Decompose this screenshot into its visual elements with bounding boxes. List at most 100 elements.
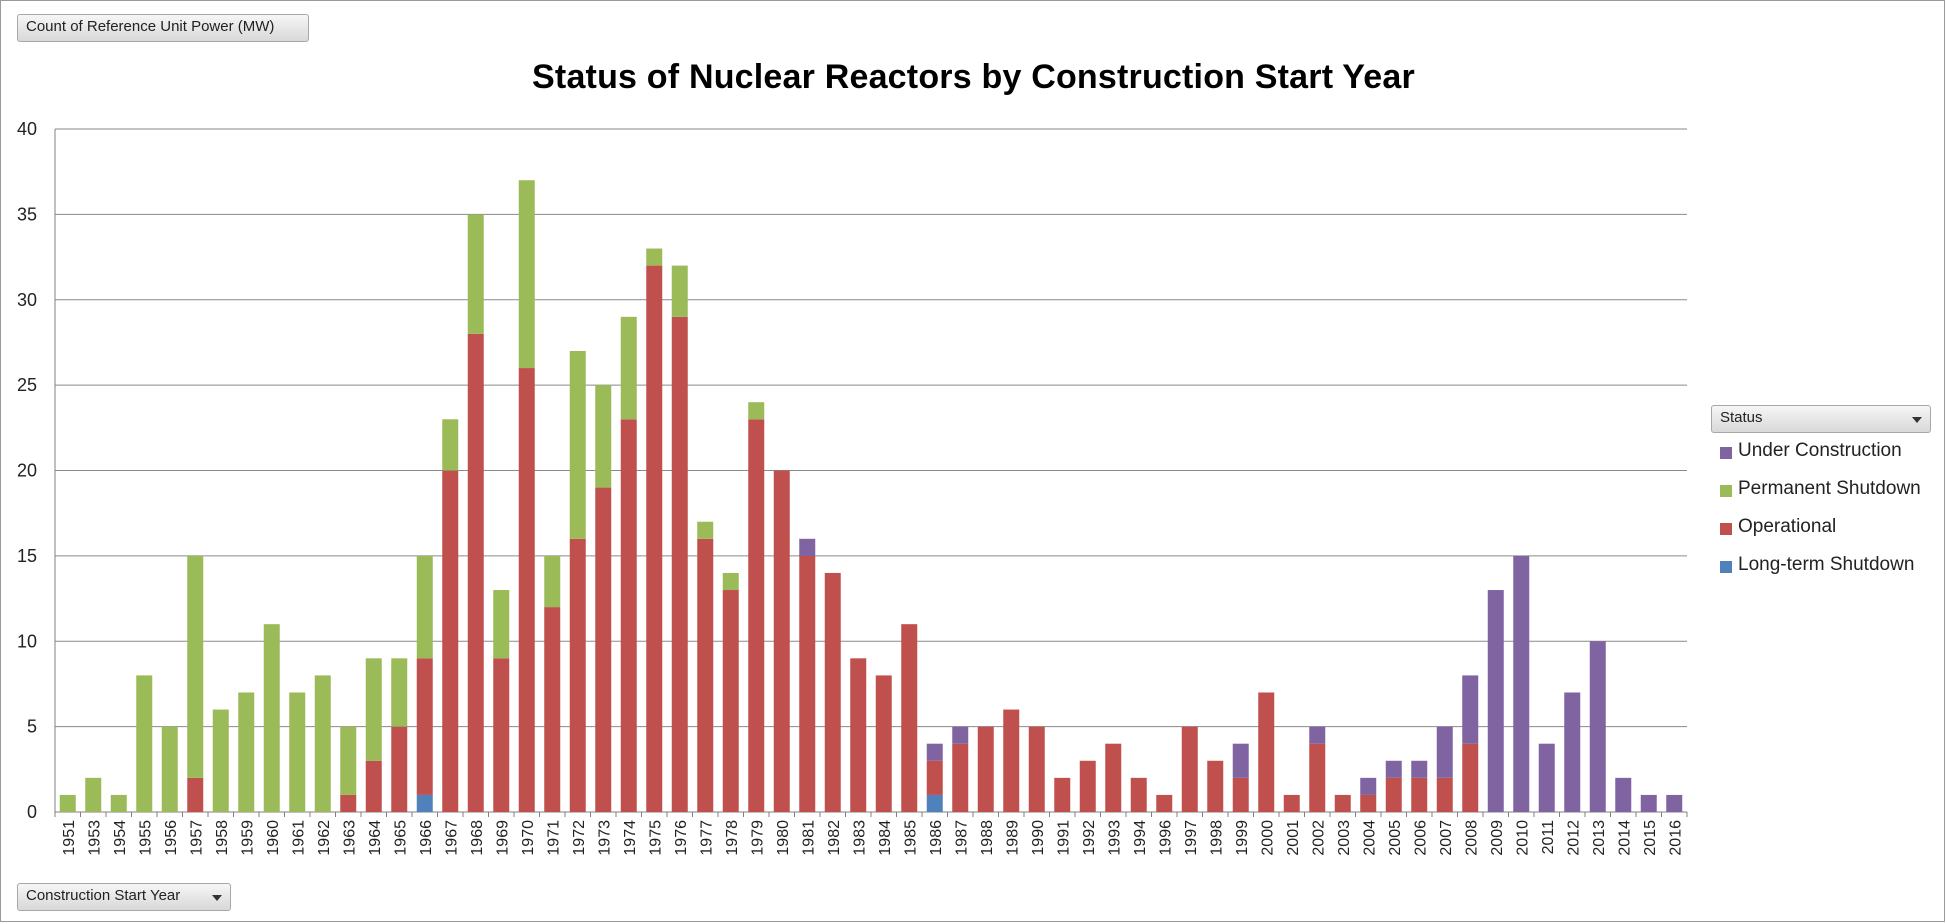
legend-label: Operational [1738,516,1837,537]
x-tick-label: 1986 [928,820,945,856]
bar-segment-permanent-shutdown [671,265,688,317]
bar-segment-under-construction [1462,675,1479,744]
bar-segment-permanent-shutdown [161,726,178,812]
bar-segment-operational [1003,709,1020,812]
x-tick-label: 2010 [1514,820,1531,856]
x-tick-label: 2015 [1642,820,1659,856]
bar-segment-permanent-shutdown [187,555,204,778]
x-tick-label: 1963 [341,820,358,856]
bar-segment-permanent-shutdown [85,777,102,812]
bar-segment-operational [1207,760,1224,812]
x-tick-label: 2006 [1412,820,1429,856]
y-tick-label: 10 [17,631,37,651]
bar-segment-permanent-shutdown [646,248,663,266]
bar-segment-operational [1462,743,1479,812]
x-tick-label: 1973 [596,820,613,856]
x-tick-label: 1999 [1234,820,1251,856]
bar-segment-operational [1309,743,1326,812]
bar-segment-operational [722,590,739,812]
bar-segment-permanent-shutdown [314,675,331,812]
bar-segment-permanent-shutdown [595,385,612,488]
x-tick-label: 1990 [1030,820,1047,856]
legend-swatch [1720,561,1732,573]
bar-segment-permanent-shutdown [416,555,433,659]
bar-segment-operational [1360,794,1377,812]
bar-segment-permanent-shutdown [493,590,510,659]
x-tick-label: 1957 [188,820,205,856]
bar-segment-under-construction [1513,555,1530,812]
x-tick-label: 1964 [367,820,384,856]
bar-segment-under-construction [1360,777,1377,795]
x-tick-label: 1953 [86,820,103,856]
x-tick-label: 1996 [1157,820,1174,856]
x-tick-label: 1977 [698,820,715,856]
x-tick-label: 1976 [673,820,690,856]
x-tick-label: 1981 [800,820,817,856]
bar-segment-permanent-shutdown [340,726,357,795]
x-tick-label: 2007 [1438,820,1455,856]
bar-segment-permanent-shutdown [544,555,561,608]
y-tick-label: 5 [27,717,37,737]
values-field-button[interactable]: Count of Reference Unit Power (MW) [17,14,309,42]
x-tick-label: 1955 [137,820,154,856]
bar-segment-operational [340,794,357,812]
x-tick-label: 2002 [1310,820,1327,856]
bar-segment-under-construction [1411,760,1428,778]
y-tick-label: 30 [17,290,37,310]
y-tick-label: 15 [17,546,37,566]
bar-segment-long-term-shutdown [926,794,943,812]
y-tick-label: 0 [27,802,37,822]
x-tick-label: 1966 [418,820,435,856]
bar-segment-under-construction [1538,743,1555,812]
bar-segment-operational [467,333,484,812]
bar-segment-operational [1232,777,1249,812]
x-tick-label: 2012 [1565,820,1582,856]
x-tick-label: 1970 [520,820,537,856]
x-tick-label: 1974 [622,820,639,856]
bar-segment-operational [1258,692,1275,812]
x-tick-label: 1979 [749,820,766,856]
bar-segment-permanent-shutdown [59,794,76,812]
bar-segment-operational [1079,760,1096,812]
bar-segment-operational [671,316,688,812]
x-tick-label: 1962 [316,820,333,856]
axis-field-label: Construction Start Year [26,887,181,904]
x-tick-label: 2003 [1336,820,1353,856]
x-tick-label: 1968 [469,820,486,856]
x-tick-label: 2004 [1361,820,1378,856]
bar-segment-permanent-shutdown [391,658,408,727]
bar-segment-operational [799,555,816,812]
x-tick-label: 1989 [1004,820,1021,856]
bar-segment-permanent-shutdown [518,180,535,369]
bar-segment-permanent-shutdown [263,624,280,812]
x-tick-label: 1993 [1106,820,1123,856]
bar-segment-operational [901,624,918,812]
x-tick-label: 1969 [494,820,511,856]
axis-field-button[interactable]: Construction Start Year [17,883,231,911]
bar-segment-operational [416,658,433,795]
bar-segment-operational [391,726,408,812]
bar-segment-permanent-shutdown [569,350,586,539]
chart-title: Status of Nuclear Reactors by Constructi… [532,58,1415,96]
bar-segment-permanent-shutdown [212,709,229,812]
y-tick-label: 20 [17,461,37,481]
bar-segment-operational [850,658,867,812]
bar-segment-operational [1156,794,1173,812]
legend-field-button[interactable]: Status [1711,405,1931,433]
bar-segment-operational [493,658,510,812]
bar-segment-operational [569,538,586,812]
bar-segment-long-term-shutdown [416,794,433,812]
legend-field-label: Status [1720,409,1763,426]
x-tick-label: 2011 [1540,820,1557,855]
bar-segment-under-construction [1666,794,1683,812]
bar-segment-under-construction [1436,726,1453,778]
y-tick-label: 25 [17,375,37,395]
legend-label: Long-term Shutdown [1738,554,1915,575]
bar-segment-operational [977,726,994,812]
bar-segment-operational [1411,777,1428,812]
bar-segment-under-construction [1589,641,1606,812]
x-tick-label: 2014 [1616,820,1633,856]
bar-segment-under-construction [926,743,943,761]
